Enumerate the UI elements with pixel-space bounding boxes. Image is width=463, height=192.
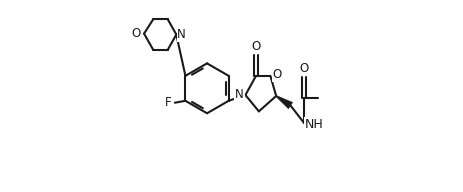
Text: O: O <box>131 27 140 40</box>
Text: N: N <box>177 28 186 41</box>
Text: O: O <box>299 62 308 75</box>
Text: F: F <box>164 96 171 109</box>
Text: N: N <box>235 88 244 101</box>
Text: O: O <box>251 40 260 53</box>
Text: NH: NH <box>304 118 323 131</box>
Polygon shape <box>275 96 292 109</box>
Text: O: O <box>272 68 282 81</box>
